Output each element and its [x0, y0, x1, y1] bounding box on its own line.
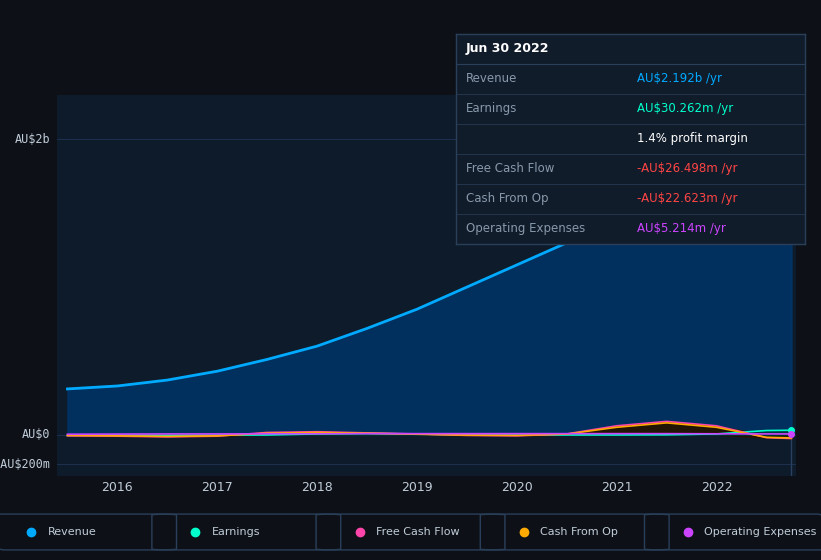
Text: -AU$26.498m /yr: -AU$26.498m /yr: [637, 162, 737, 175]
Text: Operating Expenses: Operating Expenses: [704, 527, 817, 537]
Text: AU$0: AU$0: [21, 428, 50, 441]
Text: 1.4% profit margin: 1.4% profit margin: [637, 132, 748, 145]
Text: Jun 30 2022: Jun 30 2022: [466, 42, 549, 55]
Text: AU$2.192b /yr: AU$2.192b /yr: [637, 72, 722, 85]
Text: Earnings: Earnings: [212, 527, 260, 537]
Text: Operating Expenses: Operating Expenses: [466, 222, 585, 235]
Text: -AU$22.623m /yr: -AU$22.623m /yr: [637, 192, 737, 205]
Text: Revenue: Revenue: [48, 527, 96, 537]
Text: Cash From Op: Cash From Op: [540, 527, 618, 537]
Text: Earnings: Earnings: [466, 102, 517, 115]
Text: AU$5.214m /yr: AU$5.214m /yr: [637, 222, 726, 235]
Text: Revenue: Revenue: [466, 72, 517, 85]
Text: -AU$200m: -AU$200m: [0, 458, 50, 471]
Text: AU$2b: AU$2b: [15, 133, 50, 146]
Text: AU$30.262m /yr: AU$30.262m /yr: [637, 102, 733, 115]
Text: Free Cash Flow: Free Cash Flow: [376, 527, 460, 537]
Text: Free Cash Flow: Free Cash Flow: [466, 162, 554, 175]
Text: Cash From Op: Cash From Op: [466, 192, 548, 205]
